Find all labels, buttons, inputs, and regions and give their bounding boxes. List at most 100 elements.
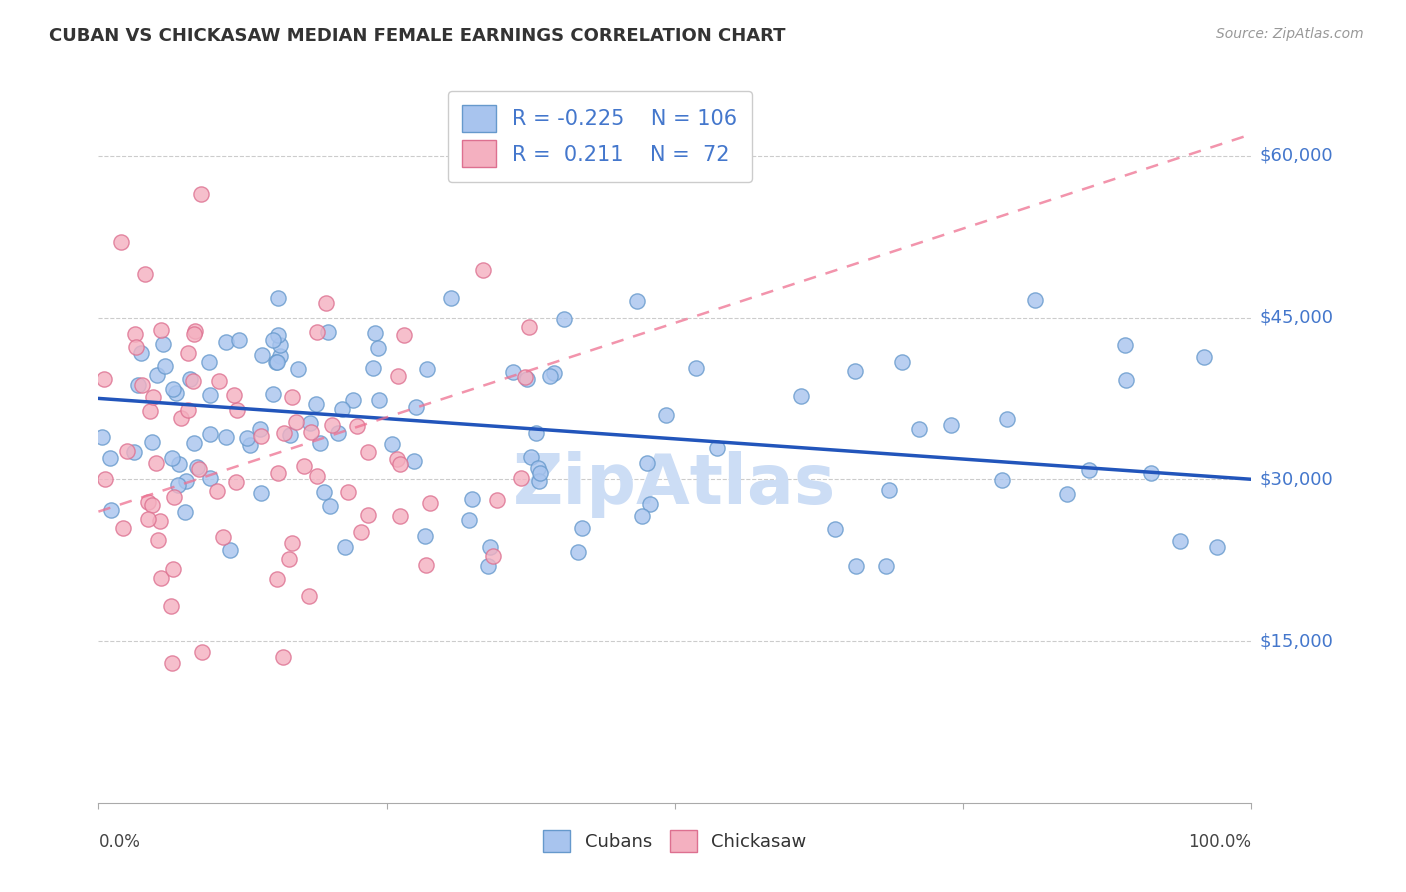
- Point: [208, 374, 231, 388]
- Point: [1206, 540, 1229, 554]
- Point: [520, 450, 543, 465]
- Point: [479, 540, 502, 554]
- Point: [298, 417, 321, 431]
- Point: [877, 483, 900, 497]
- Point: [239, 438, 262, 452]
- Point: [159, 599, 181, 614]
- Point: [1192, 350, 1215, 364]
- Point: [394, 328, 416, 343]
- Point: [100, 503, 122, 517]
- Point: [538, 368, 561, 383]
- Point: [186, 460, 208, 475]
- Text: 0.0%: 0.0%: [98, 833, 141, 851]
- Point: [271, 650, 294, 665]
- Point: [685, 360, 707, 375]
- Point: [524, 425, 547, 440]
- Point: [250, 485, 273, 500]
- Point: [285, 415, 308, 429]
- Point: [486, 493, 509, 508]
- Point: [117, 444, 139, 458]
- Point: [440, 291, 463, 305]
- Point: [385, 451, 408, 466]
- Point: [316, 325, 339, 339]
- Point: [315, 296, 337, 310]
- Point: [336, 484, 359, 499]
- Point: [381, 436, 404, 450]
- Point: [218, 543, 240, 558]
- Point: [405, 400, 427, 414]
- Point: [907, 422, 929, 436]
- Point: [134, 268, 156, 282]
- Point: [170, 410, 193, 425]
- Point: [136, 512, 159, 526]
- Point: [516, 372, 538, 386]
- Point: [212, 530, 235, 544]
- Point: [543, 366, 565, 380]
- Point: [415, 558, 437, 572]
- Point: [183, 374, 205, 388]
- Point: [226, 403, 249, 417]
- Point: [125, 340, 148, 354]
- Point: [1056, 487, 1078, 501]
- Point: [404, 453, 426, 467]
- Point: [91, 430, 114, 444]
- Point: [328, 426, 350, 441]
- Point: [183, 326, 205, 341]
- Point: [273, 425, 295, 440]
- Text: $60,000: $60,000: [1260, 147, 1333, 165]
- Point: [177, 345, 200, 359]
- Point: [875, 558, 897, 573]
- Point: [198, 355, 221, 369]
- Point: [262, 387, 284, 401]
- Point: [299, 425, 322, 439]
- Point: [367, 341, 389, 355]
- Point: [287, 361, 309, 376]
- Point: [269, 349, 291, 363]
- Point: [567, 544, 589, 558]
- Point: [262, 333, 284, 347]
- Point: [93, 473, 115, 487]
- Point: [330, 401, 353, 416]
- Point: [267, 327, 290, 342]
- Point: [1077, 463, 1099, 477]
- Point: [278, 428, 301, 442]
- Point: [356, 508, 378, 522]
- Point: [789, 389, 811, 403]
- Point: [93, 372, 115, 386]
- Point: [844, 364, 866, 378]
- Point: [638, 497, 661, 511]
- Point: [553, 311, 575, 326]
- Point: [162, 382, 184, 396]
- Point: [266, 355, 288, 369]
- Point: [269, 338, 291, 352]
- Point: [129, 345, 152, 359]
- Point: [184, 324, 207, 338]
- Point: [1140, 466, 1163, 480]
- Point: [124, 327, 146, 342]
- Point: [165, 386, 187, 401]
- Point: [145, 368, 167, 382]
- Point: [292, 458, 315, 473]
- Point: [305, 325, 328, 339]
- Point: [389, 457, 412, 471]
- Point: [939, 418, 962, 433]
- Point: [509, 470, 531, 484]
- Point: [1115, 373, 1137, 387]
- Point: [342, 393, 364, 408]
- Point: [215, 335, 238, 350]
- Point: [571, 521, 593, 535]
- Point: [471, 263, 494, 277]
- Text: $15,000: $15,000: [1260, 632, 1333, 650]
- Point: [215, 429, 238, 443]
- Point: [305, 397, 328, 411]
- Point: [281, 390, 304, 404]
- Point: [367, 392, 389, 407]
- Point: [150, 571, 173, 585]
- Point: [179, 371, 201, 385]
- Point: [529, 474, 551, 488]
- Text: $45,000: $45,000: [1260, 309, 1334, 326]
- Point: [141, 435, 163, 450]
- Point: [363, 361, 385, 376]
- Point: [236, 431, 259, 445]
- Text: Source: ZipAtlas.com: Source: ZipAtlas.com: [1216, 27, 1364, 41]
